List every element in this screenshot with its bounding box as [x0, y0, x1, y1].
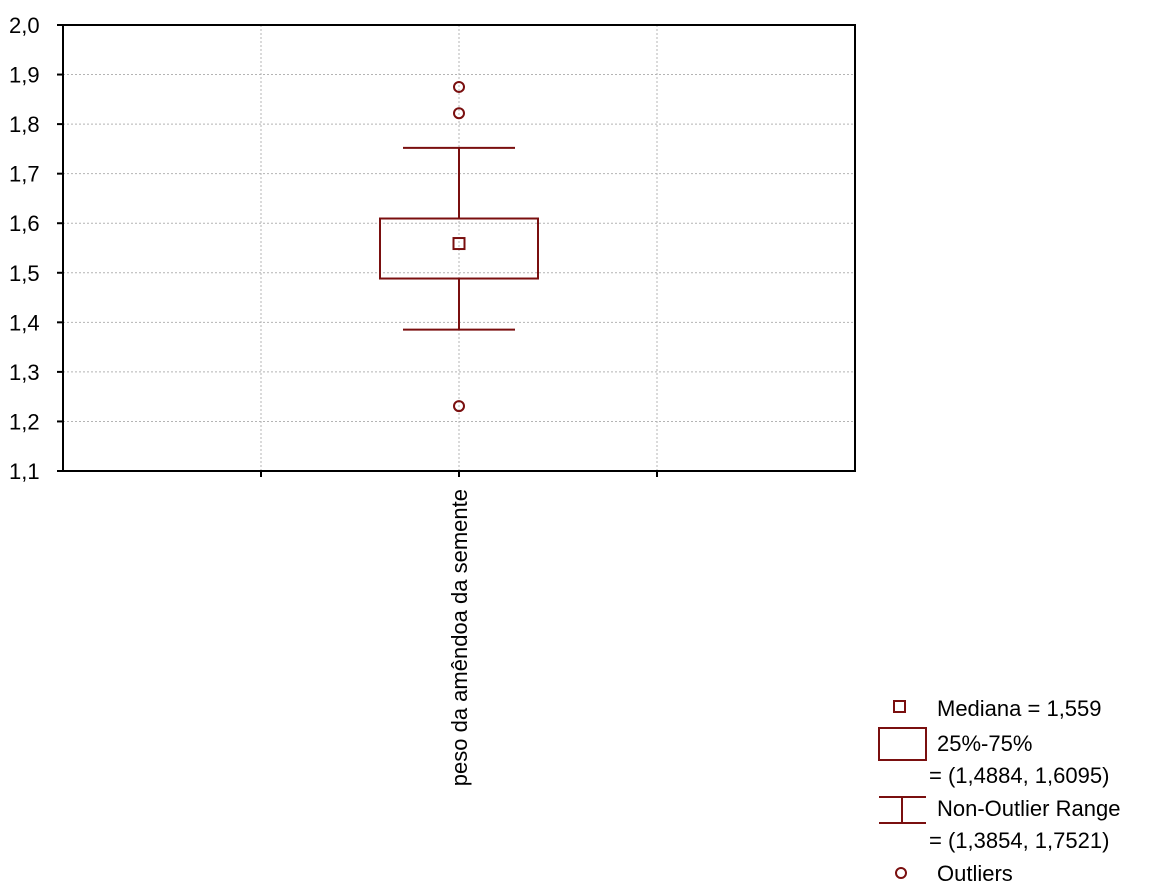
category-label: peso da amêndoa da semente	[447, 489, 472, 786]
legend-outliers-label: Outliers	[937, 861, 1013, 886]
legend-median-label: Mediana = 1,559	[937, 696, 1102, 721]
legend-box-symbol	[878, 727, 927, 761]
legend-median-symbol	[893, 700, 906, 713]
legend-outlier-symbol	[895, 867, 907, 879]
y-tick-label: 1,1	[9, 459, 40, 484]
y-tick-label: 1,9	[9, 63, 40, 88]
iqr-box	[379, 217, 539, 280]
outlier-point	[453, 107, 465, 120]
outlier-point	[453, 400, 465, 413]
legend-box-values: = (1,4884, 1,6095)	[929, 763, 1109, 788]
y-tick-label: 1,8	[9, 112, 40, 137]
median-marker	[452, 237, 466, 251]
y-tick-label: 1,3	[9, 360, 40, 385]
legend: Mediana = 1,559 25%-75% = (1,4884, 1,609…	[878, 696, 1120, 886]
y-tick-label: 2,0	[9, 13, 40, 38]
x-axis-categories: peso da amêndoa da semente	[447, 489, 472, 786]
y-tick-label: 1,5	[9, 261, 40, 286]
y-tick-label: 1,6	[9, 211, 40, 236]
y-tick-label: 1,7	[9, 162, 40, 187]
legend-box-label: 25%-75%	[937, 731, 1032, 756]
legend-whisker-symbol	[879, 796, 926, 824]
y-tick-label: 1,2	[9, 409, 40, 434]
y-tick-label: 1,4	[9, 310, 40, 335]
plot-frame	[62, 24, 856, 472]
outlier-point	[453, 80, 465, 93]
box-plot-marks	[379, 80, 539, 413]
legend-whisker-values: = (1,3854, 1,7521)	[929, 828, 1109, 853]
legend-whisker-label: Non-Outlier Range	[937, 796, 1120, 821]
y-axis-ticks: 1,1 1,2 1,3 1,4 1,5 1,6 1,7 1,8 1,9 2,0	[9, 13, 658, 484]
